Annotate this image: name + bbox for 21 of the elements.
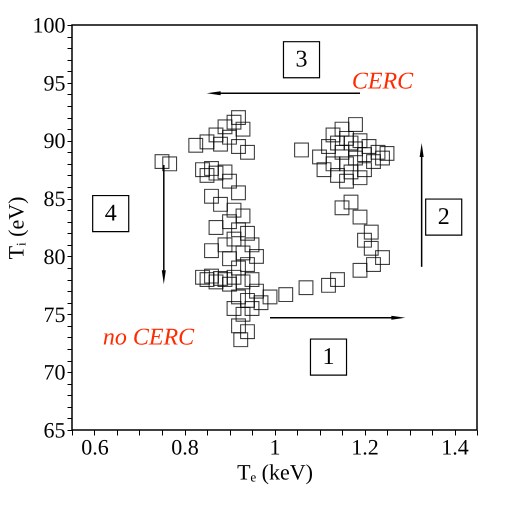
x-tick-label: 1.2 — [351, 434, 379, 460]
annotation: 4 — [104, 200, 117, 227]
y-axis-title: Tᵢ (eV) — [4, 196, 28, 260]
annotation: 3 — [296, 46, 308, 73]
y-tick-label: 100 — [32, 12, 66, 38]
annotation: no CERC — [102, 324, 196, 350]
annotation: 1 — [322, 344, 334, 370]
y-tick-label: 85 — [44, 186, 66, 212]
y-tick-label: 70 — [44, 360, 66, 385]
y-tick-label: 90 — [44, 128, 66, 154]
y-tick-label: 80 — [44, 244, 66, 269]
x-tick-label: 1 — [270, 434, 280, 460]
x-axis-title: Tₑ (keV) — [237, 460, 313, 484]
x-tick-label: 1.4 — [441, 434, 469, 460]
x-tick-label: 0.8 — [171, 434, 199, 460]
annotation: CERC — [352, 68, 414, 95]
y-tick-label: 65 — [44, 418, 66, 442]
y-tick-label: 75 — [44, 302, 66, 327]
x-tick-label: 0.6 — [81, 434, 109, 460]
annotation: 2 — [438, 204, 450, 230]
y-tick-label: 95 — [44, 70, 66, 96]
